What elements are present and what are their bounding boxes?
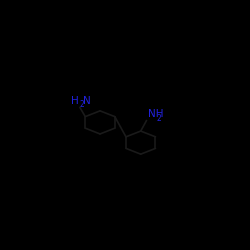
Text: NH: NH — [148, 109, 164, 119]
Text: H: H — [71, 96, 79, 106]
Text: 2: 2 — [156, 114, 161, 123]
Text: N: N — [83, 96, 91, 106]
Text: 2: 2 — [79, 100, 84, 109]
